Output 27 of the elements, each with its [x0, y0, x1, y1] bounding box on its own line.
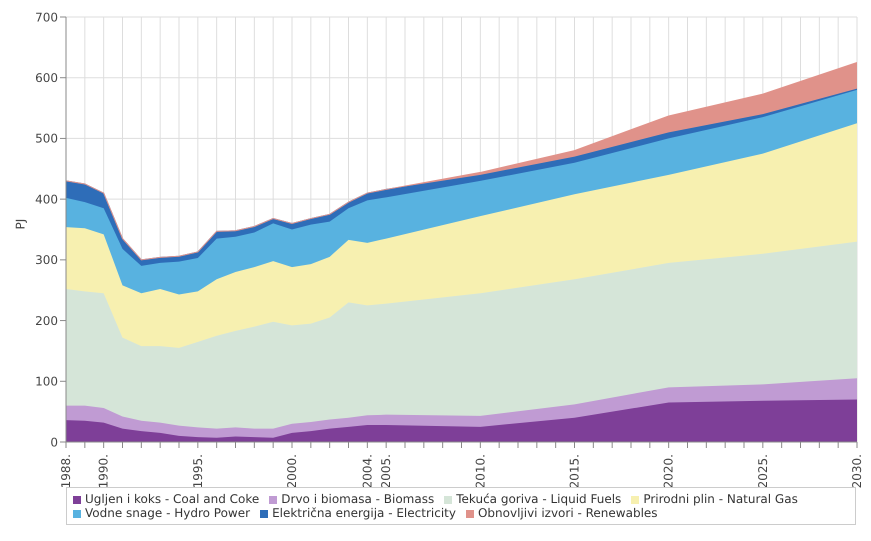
x-tick-label: 2010.	[473, 454, 488, 488]
x-tick-label: 2004.	[360, 454, 374, 488]
y-tick-label: 700	[35, 10, 58, 24]
y-tick-label: 100	[35, 374, 58, 389]
y-tick-label: 400	[35, 192, 58, 206]
x-tick-label: 2025.	[756, 454, 770, 488]
x-tick-label: 2020.	[662, 454, 676, 488]
legend-label: Ugljen i koks - Coal and Coke	[85, 492, 260, 506]
x-tick-label: 2005.	[379, 454, 394, 488]
x-tick-label: 1988.	[59, 454, 73, 488]
y-tick-label: 500	[35, 132, 58, 146]
legend-label: Prirodni plin - Natural Gas	[643, 492, 798, 506]
legend-label: Električna energija - Electricity	[272, 506, 456, 520]
legend-label: Drvo i biomasa - Biomass	[281, 492, 434, 506]
x-tick-label: 1995.	[190, 454, 205, 488]
x-tick-label: 1990.	[96, 454, 111, 488]
legend-label: Vodne snage - Hydro Power	[85, 506, 250, 520]
y-tick-label: 600	[35, 70, 58, 85]
x-tick-label: 2015.	[568, 454, 582, 488]
y-tick-label: 0	[50, 435, 58, 450]
y-axis-title: PJ	[13, 218, 28, 230]
legend-label: Obnovljivi izvori - Renewables	[478, 506, 658, 520]
x-tick-label: 2000.	[285, 454, 299, 488]
x-tick-label: 2030.	[850, 454, 864, 488]
legend-label: Tekuća goriva - Liquid Fuels	[456, 492, 622, 506]
y-tick-label: 300	[35, 253, 58, 268]
y-tick-label: 200	[35, 314, 58, 328]
